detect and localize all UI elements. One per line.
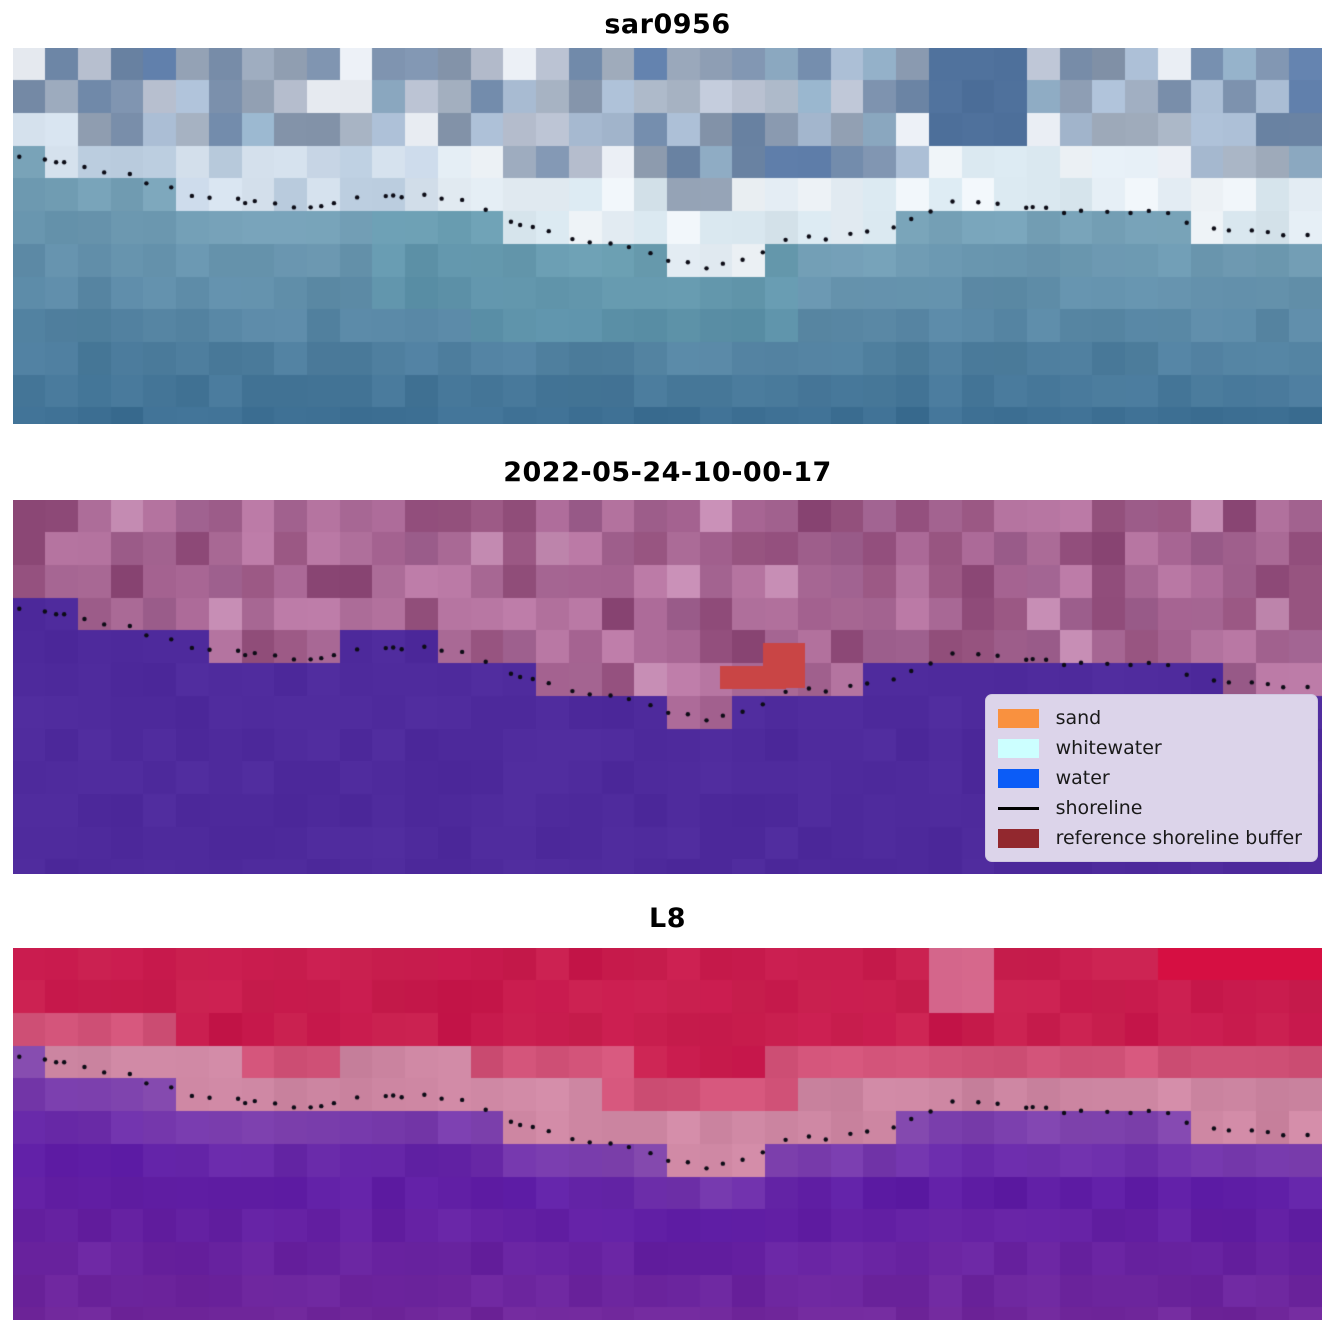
panel-image-l8 [13, 948, 1322, 1320]
panel-title-classification-date: 2022-05-24-10-00-17 [503, 457, 832, 488]
panel-title-sar0956: sar0956 [604, 9, 731, 40]
legend-label-reference-shoreline-buffer: reference shoreline buffer [1055, 827, 1302, 849]
panel-title-l8: L8 [649, 903, 686, 934]
water-swatch [997, 768, 1039, 788]
legend-label-whitewater: whitewater [1055, 737, 1162, 759]
legend-item-reference-shoreline-buffer: reference shoreline buffer [997, 823, 1302, 853]
panel-image-sar0956 [13, 48, 1322, 424]
whitewater-swatch [997, 738, 1039, 758]
legend-label-water: water [1055, 767, 1110, 789]
shoreline-line-swatch [997, 806, 1039, 810]
legend: sand whitewater water shoreline referenc… [984, 694, 1318, 862]
legend-item-whitewater: whitewater [997, 733, 1302, 763]
legend-item-water: water [997, 763, 1302, 793]
reference-shoreline-buffer-swatch [997, 828, 1039, 848]
legend-label-sand: sand [1055, 707, 1102, 729]
legend-item-shoreline: shoreline [997, 793, 1302, 823]
legend-item-sand: sand [997, 703, 1302, 733]
sand-swatch [997, 708, 1039, 728]
legend-label-shoreline: shoreline [1055, 797, 1143, 819]
